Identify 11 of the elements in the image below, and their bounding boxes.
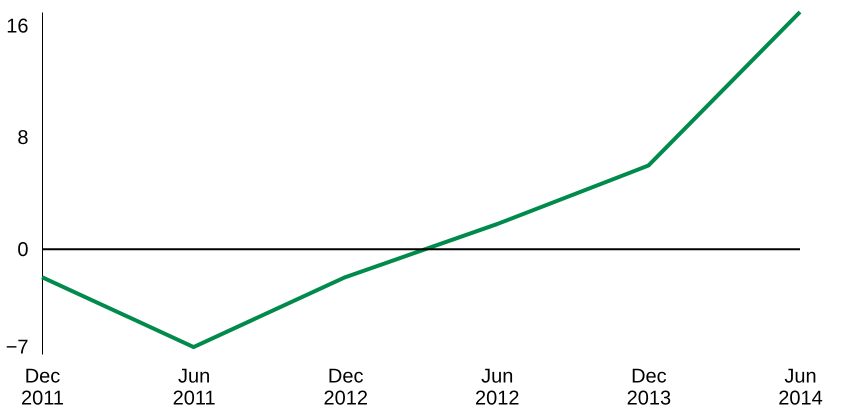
x-tick-label: Dec 2011 [20, 366, 64, 410]
y-tick-label: −7 [6, 336, 28, 359]
line-series [40, 10, 802, 350]
x-tick-label: Jun 2014 [778, 366, 823, 410]
y-tick-label: 8 [17, 127, 28, 150]
y-tick-label: 16 [6, 15, 28, 38]
x-tick-label: Jun 2012 [475, 366, 520, 410]
y-tick-label: 0 [17, 238, 28, 261]
x-tick-label: Dec 2013 [626, 366, 672, 410]
x-tick-label: Dec 2012 [323, 366, 368, 410]
x-tick-label: Jun 2011 [172, 366, 216, 410]
